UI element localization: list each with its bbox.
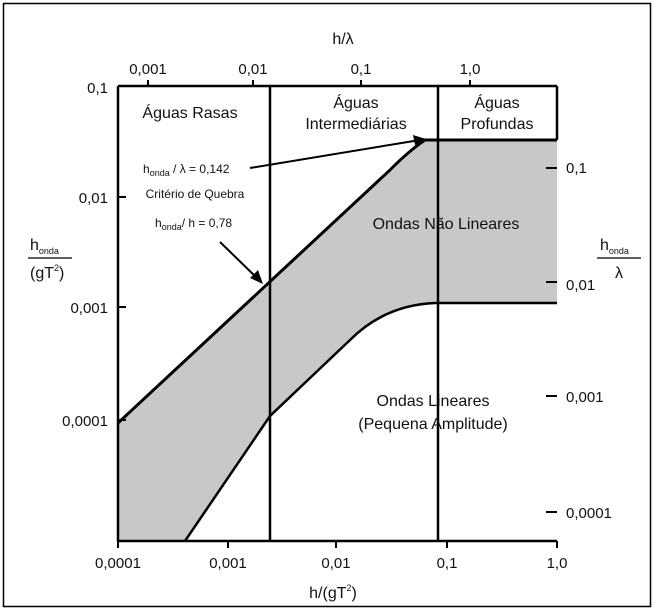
left-axis-tick-label-1: 0,1	[87, 80, 108, 97]
bottom-axis-tick-label-4: 0,1	[437, 555, 458, 572]
right-axis-tick-label-3: 0,001	[566, 389, 604, 406]
breaking-criterion-label: Critério de Quebra	[146, 187, 245, 201]
steepness-arrow-line	[249, 139, 421, 169]
region-label-intermediate-line1: Águas	[333, 93, 378, 112]
right-axis-tick-label-4: 0,0001	[566, 505, 612, 522]
right-axis-label-denominator: λ	[615, 265, 623, 282]
top-axis-tick-label-3: 0,1	[351, 61, 372, 78]
bottom-axis-tick-label-1: 0,0001	[95, 555, 141, 572]
bottom-axis-label: h/(gT2)	[309, 583, 357, 602]
right-axis-tick-label-2: 0,01	[566, 277, 595, 294]
nonlinear-band	[118, 140, 557, 541]
right-axis-tick-label-1: 0,1	[566, 160, 587, 177]
region-label-intermediate-line2: Intermediárias	[305, 116, 406, 133]
top-axis-tick-label-2: 0,01	[238, 61, 267, 78]
region-label-shallow: Águas Rasas	[142, 103, 237, 122]
region-label-linear-line2: (Pequena Amplitude)	[358, 416, 507, 433]
breaking-limit-curve	[116, 138, 557, 425]
breaking-arrow-line	[219, 241, 259, 280]
top-axis-label: h/λ	[332, 31, 353, 48]
top-axis-tick-label-4: 1,0	[460, 61, 481, 78]
region-label-deep-line1: Águas	[474, 93, 519, 112]
linear-limit-curve	[183, 301, 557, 542]
left-axis-tick-label-4: 0,0001	[62, 413, 108, 430]
region-label-linear-line1: Ondas Lineares	[377, 393, 490, 410]
bottom-axis-tick-label-3: 0,01	[321, 555, 350, 572]
bottom-axis-tick-label-5: 1,0	[547, 555, 568, 572]
region-label-nonlinear: Ondas Não Lineares	[373, 216, 520, 233]
breaking-depth-label: honda/ h = 0,78	[155, 216, 232, 232]
right-axis-label-numerator: honda	[600, 237, 629, 256]
left-axis-tick-label-3: 0,001	[70, 300, 108, 317]
bottom-axis-tick-label-2: 0,001	[209, 555, 247, 572]
steepness-limit-label: honda / λ = 0,142	[143, 162, 230, 178]
left-axis-label-denominator: (gT2)	[30, 263, 64, 282]
breaking-arrowhead	[250, 270, 263, 284]
left-axis-tick-label-2: 0,01	[79, 190, 108, 207]
left-axis-label-numerator: honda	[30, 237, 59, 256]
steepness-arrowhead	[413, 135, 426, 145]
region-label-deep-line2: Profundas	[461, 116, 534, 133]
top-axis-tick-label-1: 0,001	[129, 61, 167, 78]
